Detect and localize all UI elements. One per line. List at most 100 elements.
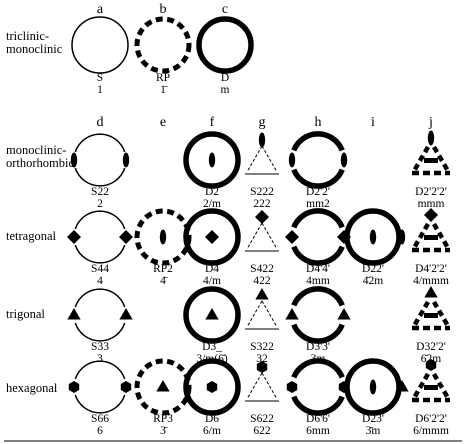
- two-fold-ellipse-icon: [70, 152, 78, 168]
- center-bar-icon: [424, 158, 438, 163]
- column-letter-c: c: [222, 2, 228, 17]
- two-fold-ellipse-icon: [340, 152, 348, 168]
- four-fold-diamond-icon: [205, 230, 219, 244]
- four-fold-diamond-icon: [255, 210, 269, 224]
- triangle-left-thick-edge: [412, 372, 430, 400]
- four-fold-diamond-icon: [119, 230, 133, 244]
- point-group-label: 6/m: [203, 425, 221, 437]
- three-fold-triangle-icon: [205, 308, 219, 320]
- symbol-label: D6'6': [306, 413, 330, 425]
- symbol-label: S66: [91, 413, 109, 425]
- cell-j-3: D32'2'6̄2m: [412, 286, 450, 365]
- symbol-label: RP2: [153, 263, 173, 275]
- point-group-label: m: [221, 84, 230, 96]
- three-fold-triangle-icon: [285, 308, 299, 320]
- symbol-label: D23': [362, 413, 384, 425]
- center-bar-icon: [424, 313, 438, 318]
- symbol-label: D6: [205, 413, 219, 425]
- upper-thick-arc: [291, 208, 345, 229]
- point-group-label: 4/mmm: [413, 275, 449, 287]
- symbol-label: RP3: [153, 413, 173, 425]
- symbol-label: D: [221, 72, 229, 84]
- triangle-right-thick-edge: [432, 300, 450, 328]
- symbol-label: S33: [91, 341, 109, 353]
- point-group-label: 6mm: [306, 425, 330, 437]
- triangle-right-edge: [261, 222, 278, 250]
- triangle-right-thick-edge: [432, 145, 450, 173]
- cell-f-1: D22/m: [183, 131, 241, 210]
- point-group-label: 4mm: [306, 275, 330, 287]
- cell-d-1: S222: [70, 133, 130, 210]
- point-group-label: 3: [97, 353, 103, 365]
- triangle-left-thick-edge: [412, 222, 430, 250]
- column-letter-j: j: [428, 115, 433, 130]
- column-letter-e: e: [160, 115, 166, 130]
- point-group-label: 4̄: [160, 275, 168, 287]
- two-fold-ellipse-icon: [122, 152, 130, 168]
- upper-arc: [74, 360, 126, 380]
- column-letter-d: d: [97, 115, 104, 130]
- row-label-0-0: triclinic-: [6, 29, 49, 43]
- symbol-label: D6'2'2': [415, 413, 447, 425]
- lower-thick-arc: [291, 245, 345, 266]
- row-label-1-1: orthorhombic: [6, 156, 74, 170]
- symbol-label: S44: [91, 263, 109, 275]
- two-fold-ellipse-icon: [208, 152, 216, 168]
- lower-thick-arc: [291, 168, 345, 189]
- point-group-label: 4: [97, 275, 103, 287]
- cell-c-0: Dm: [196, 16, 254, 96]
- row-label-1-0: monoclinic-: [6, 143, 66, 157]
- column-letter-h: h: [315, 115, 322, 130]
- lower-arc: [74, 394, 126, 414]
- cell-i-4: D23'3̄m: [344, 358, 409, 437]
- center-bar-icon: [424, 385, 438, 390]
- symbol-label: S22: [91, 186, 109, 198]
- point-group-label: 222: [253, 198, 271, 210]
- upper-arc: [74, 133, 126, 153]
- row-label-4-0: hexagonal: [6, 381, 58, 395]
- thick-circle: [183, 208, 241, 266]
- two-fold-ellipse-icon: [369, 379, 377, 395]
- upper-thick-arc: [291, 358, 345, 379]
- triangle-right-edge: [261, 300, 278, 328]
- center-bar-icon: [424, 235, 438, 240]
- upper-thick-arc: [291, 286, 345, 307]
- symbol-label: D2: [205, 186, 219, 198]
- point-group-label: 3̄: [160, 425, 168, 437]
- symbol-label: D4'2'2': [415, 263, 447, 275]
- symbol-label: S422: [250, 263, 274, 275]
- three-fold-triangle-icon: [395, 380, 409, 392]
- point-group-label: 6: [97, 425, 103, 437]
- four-fold-diamond-icon: [285, 230, 299, 244]
- triangle-right-thick-edge: [432, 222, 450, 250]
- symbol-label: D22': [362, 263, 384, 275]
- cell-h-4: D6'6'6mm: [286, 358, 350, 437]
- symbol-label: D2'2': [306, 186, 330, 198]
- cell-j-2: D4'2'2'4/mmm: [412, 208, 450, 287]
- point-group-label: 2/m: [203, 198, 221, 210]
- cell-b-0: RP1̄: [134, 16, 192, 96]
- two-fold-ellipse-icon: [398, 229, 406, 245]
- triangle-left-edge: [246, 300, 263, 328]
- upper-arc: [74, 210, 126, 230]
- row-label-0-1: monoclinic: [6, 42, 63, 56]
- cell-f-3: D3_3/m(6̄): [183, 286, 241, 365]
- six-fold-hexagon-icon: [256, 361, 268, 373]
- dashed-circle: [134, 16, 192, 74]
- triangle-left-edge: [246, 222, 263, 250]
- symbol-label: D3'3': [306, 341, 330, 353]
- cell-h-2: D4'4'4mm: [285, 208, 351, 287]
- cell-h-3: D3'3'3m: [285, 286, 351, 365]
- three-fold-triangle-icon: [337, 308, 351, 320]
- lower-thick-arc: [291, 323, 345, 344]
- three-fold-triangle-icon: [424, 286, 438, 298]
- column-letter-a: a: [97, 2, 104, 17]
- three-fold-triangle-icon: [156, 380, 170, 392]
- point-group-label: 1: [97, 84, 103, 96]
